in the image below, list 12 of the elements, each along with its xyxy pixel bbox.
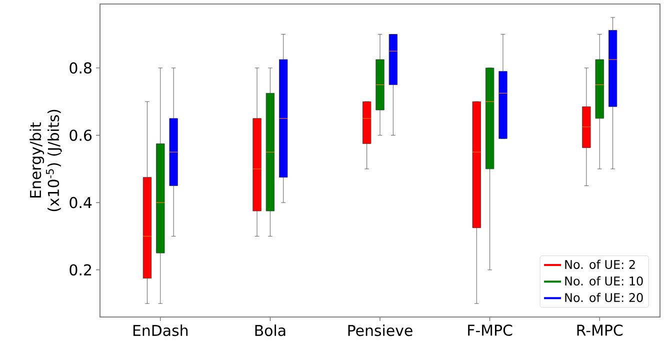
legend-label: No. of UE: 20	[565, 292, 643, 302]
x-tick-label: F-MPC	[468, 324, 512, 336]
legend-label: No. of UE: 10	[565, 276, 643, 286]
x-tick-label: Pensieve	[348, 324, 412, 336]
x-tick-label: R-MPC	[577, 324, 623, 336]
x-tick-label: Bola	[255, 324, 286, 336]
x-tick-label: EnDash	[133, 324, 188, 336]
y-tick-label: 0.6	[70, 130, 92, 141]
legend-label: No. of UE: 2	[565, 260, 635, 269]
y-tick-label: 0.2	[70, 264, 91, 276]
y-tick-label: 0.4	[70, 196, 92, 208]
y-tick-label: 0.8	[70, 62, 92, 74]
